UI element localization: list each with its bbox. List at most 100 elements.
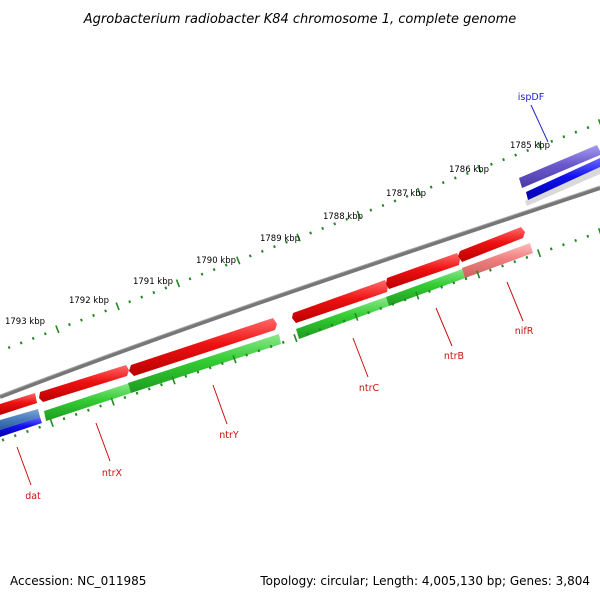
cds-dat[interactable] xyxy=(0,393,37,415)
outer-ruler-minor-tick xyxy=(309,231,313,235)
dat-leader xyxy=(16,446,32,486)
ntrY-label[interactable]: ntrY xyxy=(219,430,239,441)
inner-ruler-minor-tick xyxy=(62,417,66,421)
inner-ruler-minor-tick xyxy=(281,340,285,344)
inner-ruler-minor-tick xyxy=(196,370,200,374)
inner-ruler-major-tick xyxy=(110,397,115,406)
inner-ruler-minor-tick xyxy=(403,298,407,302)
outer-ruler-minor-tick xyxy=(19,341,23,345)
nifR-leader xyxy=(506,281,524,322)
outer-ruler-minor-tick xyxy=(381,203,385,208)
outer-ruler-minor-tick xyxy=(345,217,349,221)
ntrY-leader xyxy=(212,384,228,425)
ispDF-gene[interactable] xyxy=(519,145,600,188)
inner-ruler-minor-tick xyxy=(74,412,78,417)
outer-ruler-minor-tick xyxy=(453,176,457,180)
ntrX-leader xyxy=(95,422,111,462)
dat-label[interactable]: dat xyxy=(25,491,41,502)
cds-track xyxy=(0,227,525,415)
outer-ruler-minor-tick xyxy=(514,153,518,157)
ruler-label-1787: 1787 kbp xyxy=(386,189,426,199)
inner-ruler-minor-tick xyxy=(464,277,468,281)
outer-ruler-minor-tick xyxy=(31,336,35,340)
outer-ruler-minor-tick xyxy=(152,290,156,295)
outer-ruler-minor-tick xyxy=(92,313,95,318)
outer-ruler-minor-tick xyxy=(128,300,132,304)
outer-ruler xyxy=(7,119,600,350)
outer-ruler-minor-tick xyxy=(164,286,168,290)
inner-ruler-minor-tick xyxy=(342,319,346,323)
outer-ruler-minor-tick xyxy=(140,295,144,299)
cds-ntrY[interactable] xyxy=(129,318,277,376)
cds-ntrX[interactable] xyxy=(39,365,129,402)
outer-ruler-minor-tick xyxy=(7,345,11,350)
cds-ntrB[interactable] xyxy=(386,253,460,289)
outer-ruler-major-tick xyxy=(597,119,600,126)
inner-ruler-minor-tick xyxy=(306,332,310,336)
map-title: Agrobacterium radiobacter K84 chromosome… xyxy=(83,12,516,27)
inner-ruler-minor-tick xyxy=(1,438,5,442)
outer-ruler-minor-tick xyxy=(200,272,204,276)
outer-ruler-minor-tick xyxy=(369,208,373,212)
outer-ruler-major-tick xyxy=(537,141,542,150)
outer-ruler-minor-tick xyxy=(273,245,276,249)
ruler-label-1790: 1790 kbp xyxy=(196,256,236,266)
inner-ruler-minor-tick xyxy=(562,243,565,247)
ntrX-label[interactable]: ntrX xyxy=(102,468,123,479)
inner-ruler-minor-tick xyxy=(13,434,17,438)
outer-ruler-minor-tick xyxy=(550,139,554,143)
outer-ruler-minor-tick xyxy=(490,162,493,166)
inner-ruler-minor-tick xyxy=(391,302,395,306)
inner-ruler-minor-tick xyxy=(123,395,127,400)
inner-ruler-major-tick xyxy=(476,270,481,279)
inner-ruler-minor-tick xyxy=(488,268,492,272)
outer-ruler-minor-tick xyxy=(212,268,216,272)
inner-ruler-minor-tick xyxy=(269,344,273,349)
inner-ruler-major-tick xyxy=(354,312,359,321)
inner-ruler-minor-tick xyxy=(220,361,224,366)
outer-ruler-minor-tick xyxy=(248,254,252,258)
inner-ruler-minor-tick xyxy=(525,255,529,260)
inner-ruler-minor-tick xyxy=(99,404,102,408)
nifR-label[interactable]: nifR xyxy=(515,326,534,337)
inner-ruler-minor-tick xyxy=(440,285,444,289)
inner-ruler-minor-tick xyxy=(135,391,139,395)
genome-backbone xyxy=(0,186,600,399)
outer-ruler-minor-tick xyxy=(405,194,409,198)
outer-ruler-minor-tick xyxy=(260,249,264,253)
inner-ruler-major-tick xyxy=(232,355,237,364)
nifR-gene[interactable] xyxy=(462,243,533,278)
ntrC-label[interactable]: ntrC xyxy=(359,383,380,394)
ruler-label-1789: 1789 kbp xyxy=(260,234,300,244)
cds-nifR[interactable] xyxy=(458,227,525,262)
dat-gene[interactable] xyxy=(0,409,40,430)
outer-ruler-minor-tick xyxy=(321,226,325,230)
ntrB-gene[interactable] xyxy=(386,268,468,306)
ispDF-leader xyxy=(530,104,549,143)
outer-ruler-minor-tick xyxy=(104,309,108,313)
ntrX-gene[interactable] xyxy=(44,383,131,421)
outer-ruler-minor-tick xyxy=(224,263,228,267)
forward-cds-ispDF[interactable] xyxy=(526,158,600,200)
cds-ntrC[interactable] xyxy=(292,280,388,323)
outer-ruler-minor-tick xyxy=(586,126,590,130)
inner-ruler-minor-tick xyxy=(501,264,504,268)
inner-ruler-minor-tick xyxy=(184,374,188,378)
genome-backbone-highlight xyxy=(0,185,600,396)
inner-ruler-minor-tick xyxy=(257,349,261,353)
outer-ruler-minor-tick xyxy=(429,185,433,189)
outer-ruler-minor-tick xyxy=(393,199,397,203)
inner-ruler-minor-tick xyxy=(160,383,163,387)
ntrB-label[interactable]: ntrB xyxy=(444,351,464,362)
topology-text: Topology: circular; Length: 4,005,130 bp… xyxy=(260,574,590,588)
outer-ruler-major-tick xyxy=(55,325,60,334)
ntrY-gene[interactable] xyxy=(128,334,281,393)
gene-labels: ispDF nifR ntrB ntrC ntrY ntrX dat xyxy=(16,92,549,502)
ruler-label-1785: 1785 kbp xyxy=(510,141,550,151)
inner-ruler-minor-tick xyxy=(38,425,42,429)
ispDF-label[interactable]: ispDF xyxy=(518,92,544,103)
outer-ruler-minor-tick xyxy=(188,277,192,281)
outer-ruler-minor-tick xyxy=(285,240,288,244)
outer-ruler-minor-tick xyxy=(465,171,469,175)
